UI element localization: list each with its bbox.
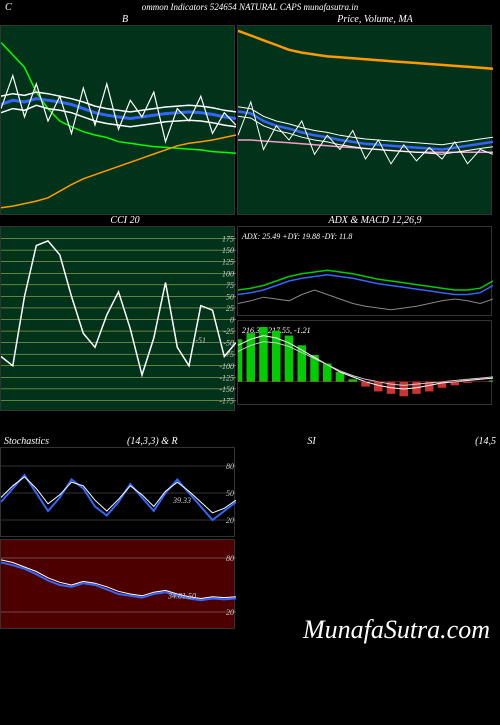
c-label: C bbox=[5, 2, 12, 13]
svg-text:-25: -25 bbox=[223, 327, 234, 336]
panel-price-title: Price, Volume, MA bbox=[250, 14, 500, 25]
svg-text:-51: -51 bbox=[195, 336, 206, 345]
watermark: MunafaSutra.com bbox=[303, 615, 490, 645]
svg-text:-150: -150 bbox=[219, 385, 234, 394]
svg-text:175: 175 bbox=[222, 235, 234, 244]
panel-adx-title: ADX & MACD 12,26,9 bbox=[250, 215, 500, 226]
panel-price bbox=[237, 25, 492, 215]
svg-text:150: 150 bbox=[222, 246, 234, 255]
svg-text:50: 50 bbox=[226, 489, 234, 498]
svg-text:50: 50 bbox=[226, 292, 234, 301]
svg-text:34.81.50: 34.81.50 bbox=[167, 592, 196, 601]
panel-cci: 1751501251007550250-25-50-75-100-125-150… bbox=[0, 226, 235, 411]
panel-stoch: 80 50 20 39.33 bbox=[0, 447, 235, 537]
panel-b bbox=[0, 25, 235, 215]
panel-rsi: 80 20 34.81.50 bbox=[0, 539, 235, 629]
svg-text:25: 25 bbox=[226, 304, 234, 313]
svg-text:125: 125 bbox=[222, 258, 234, 267]
svg-text:-125: -125 bbox=[219, 373, 234, 382]
svg-text:-175: -175 bbox=[219, 396, 234, 405]
stoch-title-si: SI bbox=[250, 436, 373, 447]
stoch-title-right: (14,3,3) & R bbox=[127, 436, 250, 447]
svg-text:-100: -100 bbox=[219, 362, 234, 371]
stoch-title-end: (14,5 bbox=[373, 436, 496, 447]
svg-text:75: 75 bbox=[226, 281, 234, 290]
svg-text:ADX: 25.49 +DY: 19.88 -DY: 11.: ADX: 25.49 +DY: 19.88 -DY: 11.8 bbox=[241, 232, 352, 241]
panel-adx: ADX: 25.49 +DY: 19.88 -DY: 11.8 bbox=[237, 226, 492, 316]
panel-b-title: B bbox=[0, 14, 250, 25]
stoch-title-left: Stochastics bbox=[4, 436, 127, 447]
svg-text:100: 100 bbox=[222, 269, 234, 278]
svg-text:39.33: 39.33 bbox=[172, 496, 191, 505]
svg-text:0: 0 bbox=[230, 316, 234, 325]
svg-text:80: 80 bbox=[226, 554, 234, 563]
svg-text:20: 20 bbox=[226, 516, 234, 525]
main-header: ommon Indicators 524654 NATURAL CAPS mun… bbox=[0, 0, 500, 14]
svg-text:80: 80 bbox=[226, 462, 234, 471]
svg-text:20: 20 bbox=[226, 608, 234, 617]
panel-cci-title: CCI 20 bbox=[0, 215, 250, 226]
panel-macd: 216.34, 217.55, -1.21 bbox=[237, 320, 492, 405]
